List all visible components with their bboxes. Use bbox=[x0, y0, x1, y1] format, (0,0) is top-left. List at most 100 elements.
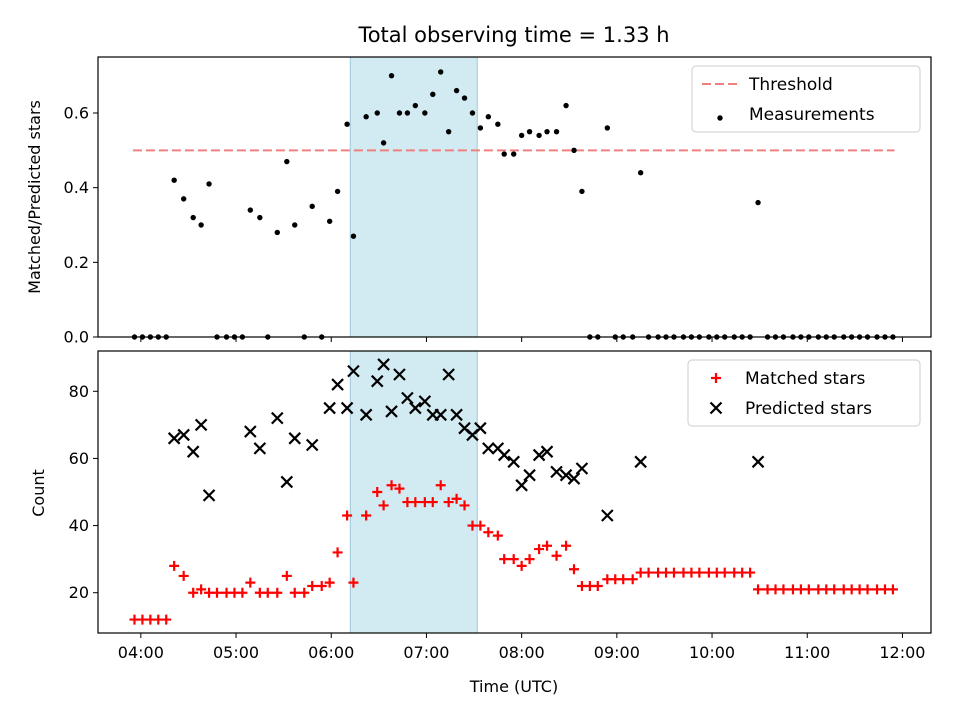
matched-stars-point bbox=[196, 584, 207, 595]
predicted-stars-point bbox=[751, 455, 765, 469]
measurements-point bbox=[326, 218, 333, 224]
measurements-point bbox=[190, 214, 196, 221]
matched-stars-legend-label: Matched stars bbox=[745, 369, 865, 389]
predicted-stars-point bbox=[305, 438, 319, 452]
predicted-stars-point bbox=[347, 364, 360, 378]
measurements-point bbox=[274, 229, 280, 236]
x-axis-label: Time (UTC) bbox=[469, 677, 558, 696]
measurements-point bbox=[380, 140, 387, 146]
measurements-point bbox=[485, 114, 492, 120]
measurements-point bbox=[755, 199, 761, 206]
measurements-point bbox=[374, 110, 380, 116]
top-y-tick-label: 0.2 bbox=[64, 253, 89, 272]
top-legend-box bbox=[691, 65, 921, 133]
x-tick-label: 11:00 bbox=[784, 643, 830, 662]
measurements-point bbox=[445, 128, 452, 135]
matched-stars-point bbox=[188, 587, 199, 598]
bottom-axes-frame bbox=[97, 350, 932, 634]
top-observing-window-span bbox=[349, 56, 478, 338]
bottom-y-tick-label: 60 bbox=[69, 449, 89, 468]
matched-stars-point bbox=[887, 584, 898, 595]
bottom-y-axis-label: Count bbox=[29, 469, 48, 517]
matched-stars-point bbox=[719, 567, 730, 578]
matched-stars-point bbox=[499, 554, 510, 565]
measurements-point bbox=[544, 128, 550, 135]
predicted-stars-point bbox=[194, 418, 208, 432]
predicted-stars-point bbox=[409, 401, 422, 415]
top-y-tick-label: 0.0 bbox=[64, 328, 89, 347]
matched-stars-point bbox=[451, 493, 462, 504]
x-tick-label: 05:00 bbox=[213, 643, 259, 662]
predicted-stars-point bbox=[559, 468, 573, 482]
x-tick-label: 09:00 bbox=[594, 643, 640, 662]
matched-stars-legend-swatch bbox=[711, 373, 721, 383]
x-tick-label: 07:00 bbox=[403, 643, 449, 662]
predicted-stars-point bbox=[253, 442, 267, 455]
measurements-point bbox=[536, 132, 542, 139]
threshold-legend-label: Threshold bbox=[748, 75, 833, 95]
matched-stars-point bbox=[668, 567, 679, 578]
matched-stars-point bbox=[316, 581, 327, 591]
measurements-point bbox=[363, 114, 369, 120]
predicted-stars-point bbox=[434, 408, 447, 422]
matched-stars-point bbox=[778, 584, 789, 595]
matched-stars-point bbox=[643, 567, 654, 578]
measurements-point bbox=[412, 102, 419, 109]
x-tick-label: 08:00 bbox=[499, 643, 545, 662]
matched-stars-point bbox=[245, 577, 256, 588]
predicted-stars-point bbox=[442, 368, 455, 381]
matched-stars-point bbox=[492, 530, 503, 541]
bottom-legend: Matched stars Predicted stars bbox=[687, 359, 921, 427]
measurements-point bbox=[171, 177, 177, 183]
measurements-point bbox=[396, 110, 403, 116]
measurements-point bbox=[461, 95, 468, 101]
top-axes-frame bbox=[97, 56, 932, 338]
predicted-stars-legend-swatch bbox=[709, 401, 723, 415]
matched-stars-point bbox=[237, 587, 248, 598]
matched-stars-point bbox=[534, 544, 545, 555]
matched-stars-point bbox=[561, 540, 572, 551]
measurements-point bbox=[579, 188, 585, 195]
matched-stars-point bbox=[361, 510, 372, 521]
matched-stars-point bbox=[262, 587, 273, 598]
predicted-stars-point bbox=[385, 405, 398, 418]
matched-stars-point bbox=[803, 584, 814, 595]
measurements-legend-label: Measurements bbox=[749, 105, 875, 125]
x-tick-label: 06:00 bbox=[308, 643, 354, 662]
predicted-stars-point bbox=[331, 378, 344, 391]
measurements-point bbox=[495, 121, 501, 127]
measurements-point bbox=[257, 214, 263, 221]
matched-stars-point bbox=[516, 560, 527, 571]
measurements-point bbox=[518, 132, 525, 139]
bottom-panel: 20 40 60 80 04:00 05:00 06:00 07:00 08:00 09:00 10… bbox=[69, 350, 932, 662]
measurements-point bbox=[438, 69, 444, 75]
matched-stars-point bbox=[178, 570, 189, 581]
predicted-stars-point bbox=[507, 455, 520, 469]
predicted-stars-point bbox=[177, 428, 190, 442]
predicted-stars-point bbox=[377, 358, 390, 371]
measurements-point bbox=[284, 158, 290, 165]
matched-stars-point bbox=[324, 577, 335, 588]
matched-stars-point bbox=[169, 560, 180, 571]
measurements-point bbox=[388, 72, 395, 79]
measurements-point bbox=[292, 222, 298, 228]
measurements-point bbox=[350, 233, 357, 239]
predicted-stars-point bbox=[271, 411, 284, 425]
predicted-stars-point bbox=[540, 445, 554, 458]
matched-stars-point bbox=[307, 581, 318, 591]
predicted-stars-point bbox=[515, 479, 528, 492]
predicted-stars-point bbox=[186, 445, 200, 458]
matched-stars-point bbox=[569, 564, 579, 575]
bottom-y-tick-label: 20 bbox=[69, 583, 89, 602]
predicted-stars-point bbox=[359, 408, 373, 422]
bottom-observing-window-span bbox=[349, 350, 478, 634]
measurements-point bbox=[344, 121, 350, 127]
measurements-point bbox=[511, 151, 517, 157]
x-tick-label: 04:00 bbox=[118, 643, 164, 662]
predicted-stars-point bbox=[634, 455, 647, 469]
measurements-point bbox=[334, 188, 341, 195]
measurements-point bbox=[526, 128, 533, 135]
matched-stars-point bbox=[753, 584, 764, 595]
predicted-stars-point bbox=[523, 468, 536, 482]
matched-stars-point bbox=[332, 547, 343, 558]
